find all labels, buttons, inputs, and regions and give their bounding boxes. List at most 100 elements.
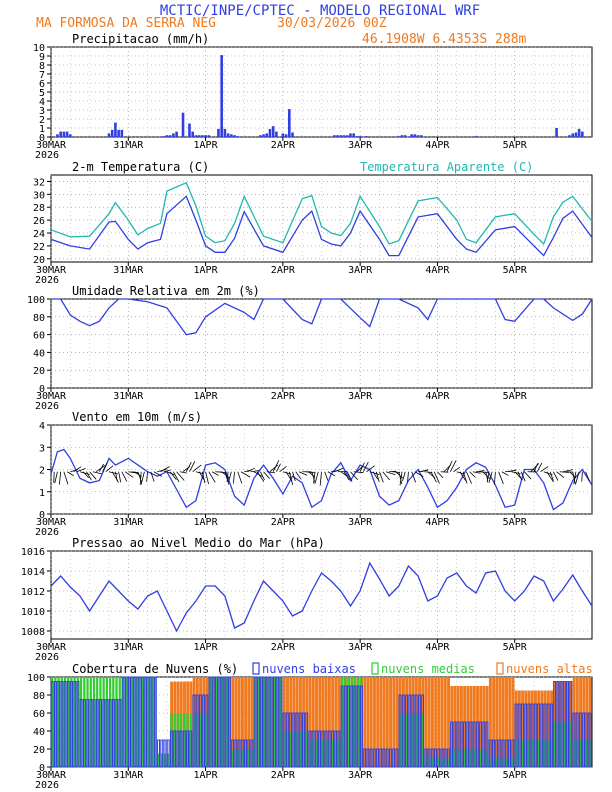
cloud-mid-bar	[450, 749, 453, 767]
cloud-high-bar	[543, 690, 547, 767]
cloud-high-bar	[376, 677, 380, 767]
x-tick-label: 1APR	[194, 517, 219, 528]
cloud-low-bar	[347, 685, 350, 768]
wind-arrow	[486, 471, 490, 483]
cloud-low-bar	[218, 676, 222, 768]
cloud-low-bar	[450, 721, 454, 768]
wind-arrow	[314, 471, 319, 484]
cloud-mid-bar	[469, 749, 472, 767]
cloud-mid-bar	[534, 740, 537, 767]
x-tick-label: 4APR	[425, 517, 450, 528]
precip-bar	[265, 133, 269, 137]
cloud-low-bar	[588, 712, 592, 768]
precip-bar	[352, 133, 356, 137]
wind-arrow	[272, 460, 280, 472]
wind-arrow	[327, 471, 336, 477]
cloud-high-bar	[286, 677, 289, 767]
x-tick-label: 4APR	[425, 642, 450, 653]
wind-arrow	[459, 471, 466, 481]
cloud-mid-bar	[83, 677, 86, 767]
x-tick-label: 31MAR	[113, 770, 144, 781]
year-label: 2026	[35, 150, 59, 161]
cloud-mid-bar	[440, 758, 443, 767]
cloud-low-bar	[192, 694, 196, 768]
cloud-mid-bar	[476, 749, 479, 767]
cloud-mid-bar	[263, 677, 266, 767]
cloud-high-bar	[517, 690, 521, 767]
cloud-high-bar	[308, 677, 312, 767]
cloud-mid-bar	[405, 713, 408, 767]
cloud-low-bar	[437, 748, 441, 768]
cloud-high-bar	[447, 677, 450, 767]
cloud-mid-bar	[221, 677, 224, 767]
precip-bar	[172, 133, 175, 137]
precip-bar	[181, 112, 185, 137]
cloud-high-bar	[582, 677, 586, 767]
cloud-high-bar	[466, 686, 470, 767]
y-tick-label: 1012	[21, 587, 45, 598]
cloud-high-bar	[463, 686, 467, 767]
cloud-low-bar	[524, 703, 528, 768]
wind-arrow	[118, 471, 122, 483]
wind-arrow	[232, 471, 235, 484]
wind-arrow	[208, 471, 216, 483]
cloud-legend-label: nuvens altas	[506, 662, 593, 676]
cloud-low-bar	[443, 748, 447, 768]
cloud-mid-bar	[276, 677, 279, 767]
cloud-mid-bar	[414, 713, 418, 767]
cloud-low-bar	[434, 748, 437, 768]
wind-arrow	[211, 471, 219, 476]
cloud-high-bar	[282, 677, 286, 767]
precip-bar	[162, 136, 166, 137]
cloud-low-bar	[446, 748, 450, 768]
x-tick-label: 31MAR	[113, 265, 144, 276]
wind-arrow	[350, 471, 358, 481]
wind-arrow	[259, 471, 265, 480]
cloud-mid-bar	[112, 677, 115, 767]
x-tick-label: 31MAR	[113, 517, 144, 528]
precip-bar	[59, 131, 62, 137]
cloud-high-bar	[514, 690, 518, 767]
x-tick-label: 4APR	[425, 140, 450, 151]
cloud-low-bar	[585, 712, 589, 768]
cloud-low-bar	[421, 694, 425, 768]
cloud-low-bar	[520, 703, 524, 768]
wind-arrow	[446, 460, 453, 472]
cloud-low-bar	[485, 721, 489, 768]
y-tick-label: 22	[33, 242, 45, 253]
wind-arrow	[153, 471, 162, 477]
cloud-mid-bar	[514, 740, 517, 767]
cloud-high-bar	[234, 677, 238, 767]
wind-arrow	[469, 471, 476, 478]
cloud-mid-bar	[559, 722, 563, 767]
cloud-legend-swatch	[252, 662, 260, 675]
cloud-mid-bar	[154, 677, 157, 767]
cloud-high-bar	[392, 677, 396, 767]
cloud-high-bar	[382, 677, 386, 767]
cloud-low-bar	[440, 748, 444, 768]
cloud-low-bar	[73, 681, 77, 768]
wind-arrow	[379, 471, 384, 483]
cloud-mid-bar	[466, 749, 469, 767]
cloud-mid-bar	[402, 713, 405, 767]
panel-frame	[50, 174, 593, 263]
wind-arrow	[479, 471, 489, 473]
cloud-mid-bar	[286, 731, 289, 767]
wind-arrow	[115, 471, 118, 482]
y-tick-label: 0	[39, 384, 45, 395]
cloud-low-bar	[124, 676, 128, 768]
cloud-legend-swatch	[496, 662, 504, 675]
cloud-low-bar	[527, 703, 531, 768]
cloud-low-bar	[157, 739, 160, 768]
cloud-legend-label: nuvens medias	[381, 662, 475, 676]
x-tick-label: 31MAR	[113, 642, 144, 653]
cloud-high-bar	[456, 686, 460, 767]
cloud-low-bar	[272, 676, 276, 768]
cloud-high-bar	[327, 677, 331, 767]
cloud-high-bar	[324, 677, 328, 767]
cloud-mid-bar	[360, 677, 363, 767]
cloud-mid-bar	[508, 758, 511, 767]
precip-bar	[220, 55, 223, 137]
precip-bar	[271, 126, 275, 137]
cloud-mid-bar	[147, 677, 150, 767]
